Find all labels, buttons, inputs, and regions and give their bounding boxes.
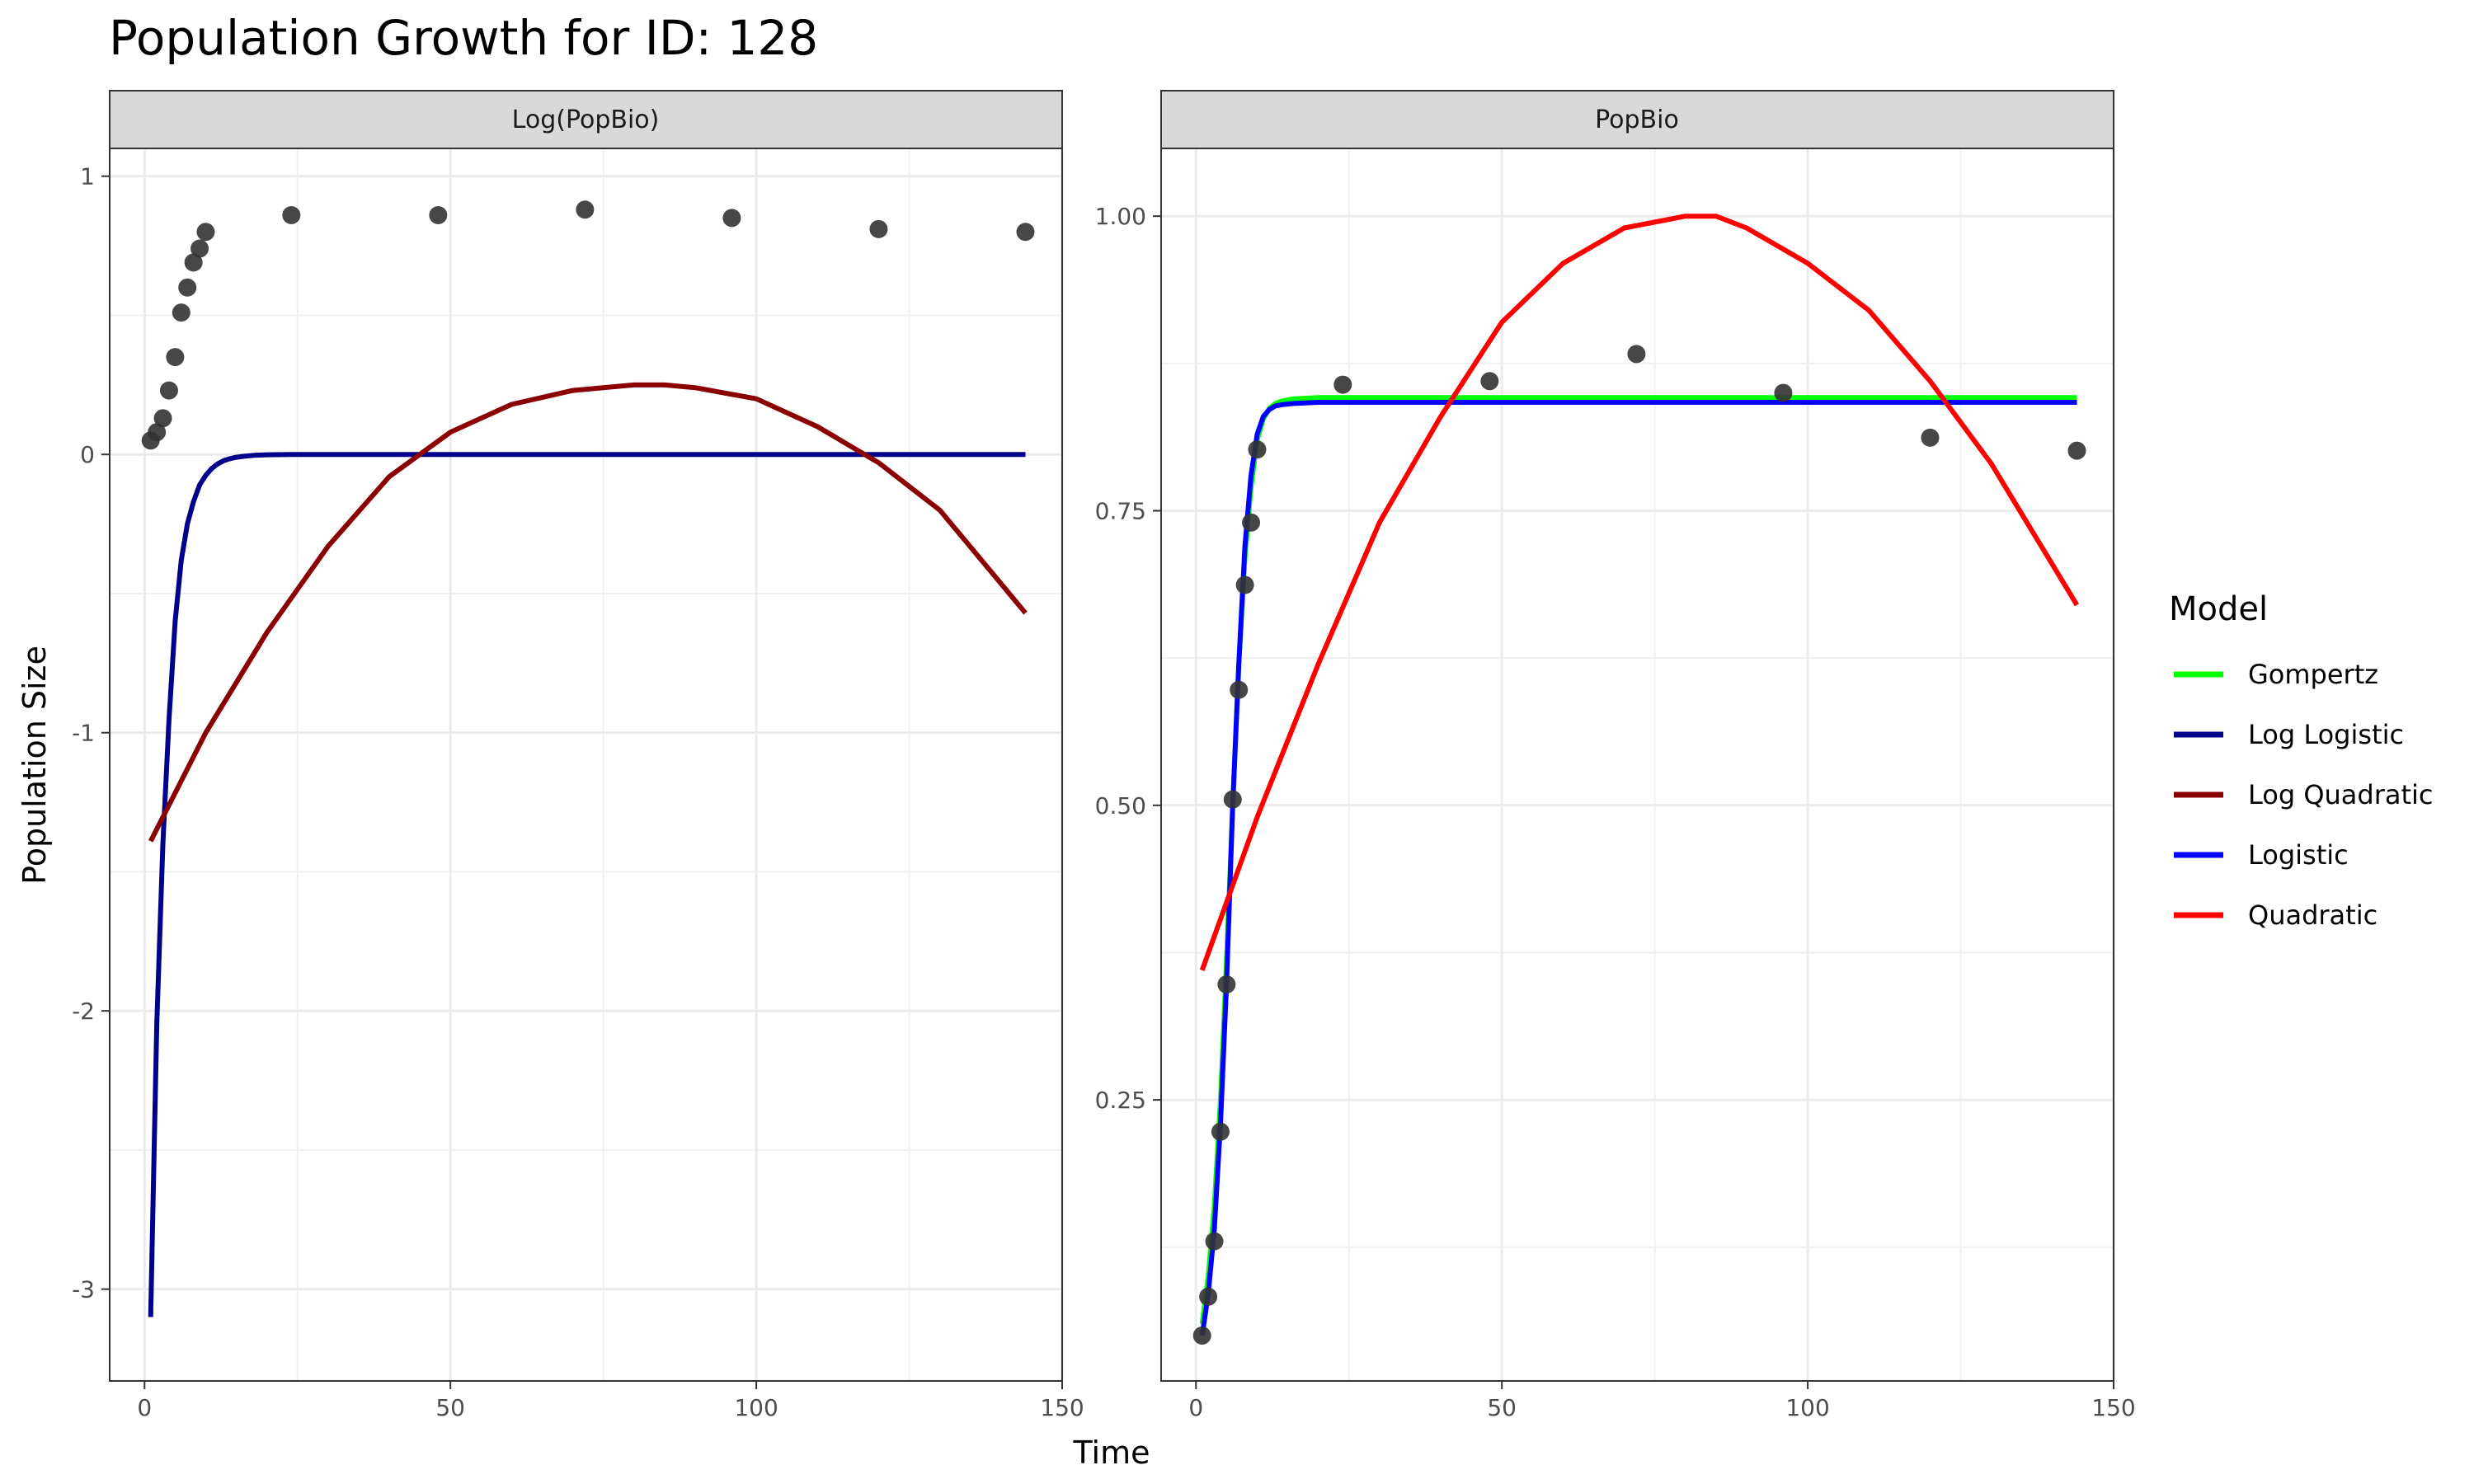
y-tick-label: -2: [72, 998, 95, 1025]
x-tick-label: 150: [2091, 1394, 2135, 1421]
legend-label-logistic: Logistic: [2248, 839, 2349, 871]
data-point: [1016, 223, 1035, 242]
data-point: [429, 205, 448, 224]
x-tick-label: 50: [435, 1394, 465, 1421]
x-tick-label: 100: [734, 1394, 778, 1421]
x-tick-label: 0: [137, 1394, 152, 1421]
strip-label-log-popbio: Log(PopBio): [512, 106, 660, 134]
strip-log-popbio: [109, 90, 1063, 149]
data-point: [184, 253, 203, 272]
strip-popbio: [1160, 90, 2114, 149]
grid-popbio: [1161, 148, 2115, 1381]
data-point: [1480, 372, 1499, 391]
x-tick-label: 50: [1487, 1394, 1517, 1421]
y-tick-label: -3: [72, 1276, 95, 1303]
panel-border-log-popbio: [109, 148, 1063, 1382]
data-point: [1230, 680, 1249, 699]
panel-log-popbio: Log(PopBio) 0 50 100 150 -3 -2 -1 0 1: [72, 90, 1084, 1421]
x-axis-title: Time: [1073, 1435, 1150, 1471]
legend-label-gompertz: Gompertz: [2248, 659, 2378, 690]
series-line-quadratic: [1199, 214, 2080, 971]
y-tick-label: 1: [80, 163, 95, 190]
y-axis-log-popbio: -3 -2 -1 0 1: [72, 163, 110, 1303]
data-point: [1192, 1326, 1211, 1345]
data-point: [1627, 345, 1646, 364]
data-point: [153, 409, 172, 428]
model-lines-popbio: [1199, 214, 2080, 1336]
legend: Model Gompertz Log Logistic Log Quadratic L…: [2169, 590, 2434, 931]
legend-title: Model: [2169, 590, 2268, 628]
y-tick-label: 0.75: [1095, 497, 1146, 524]
data-point: [1217, 975, 1236, 994]
chart-title: Population Growth for ID: 128: [109, 10, 818, 66]
data-point: [282, 205, 301, 224]
legend-label-log-quadratic: Log Quadratic: [2248, 779, 2434, 810]
data-point: [1205, 1232, 1224, 1251]
data-point: [1248, 440, 1267, 459]
y-tick-label: 0.25: [1095, 1087, 1146, 1114]
y-axis-title: Population Size: [16, 646, 53, 885]
series-line-log-logistic: [148, 452, 1026, 1317]
x-tick-label: 0: [1188, 1394, 1203, 1421]
data-point: [722, 209, 741, 228]
x-axis-log-popbio: 0 50 100 150: [137, 1381, 1084, 1421]
y-tick-label: 0.50: [1095, 792, 1146, 819]
y-axis-popbio: 0.25 0.50 0.75 1.00: [1095, 203, 1161, 1114]
data-point: [159, 381, 178, 400]
panel-popbio: PopBio 0 50 100 150 0.25 0.50 0.75 1.00: [1095, 90, 2136, 1421]
x-axis-popbio: 0 50 100 150: [1188, 1381, 2136, 1421]
data-point: [2067, 441, 2086, 460]
y-tick-label: 0: [80, 441, 95, 468]
series-line-gompertz: [1199, 395, 2077, 1325]
data-point: [1774, 383, 1793, 402]
data-points-log-popbio: [141, 200, 1035, 450]
data-point: [172, 303, 190, 322]
legend-label-log-logistic: Log Logistic: [2248, 719, 2404, 750]
panel-border-popbio: [1160, 148, 2114, 1382]
data-point: [148, 423, 167, 442]
data-point: [1199, 1287, 1218, 1306]
legend-items: Gompertz Log Logistic Log Quadratic Logisti…: [2174, 659, 2434, 931]
series-line-logistic: [1199, 400, 2077, 1336]
legend-label-quadratic: Quadratic: [2248, 899, 2378, 931]
data-point: [190, 239, 209, 258]
y-tick-label: -1: [72, 720, 95, 747]
data-point: [869, 219, 888, 238]
data-point: [1211, 1122, 1230, 1141]
strip-label-popbio: PopBio: [1595, 106, 1679, 134]
data-point: [166, 348, 185, 367]
grid-log-popbio: [110, 148, 1064, 1381]
data-points-popbio: [1192, 345, 2086, 1345]
data-point: [196, 223, 215, 242]
data-point: [1235, 575, 1254, 594]
data-point: [1921, 428, 1940, 447]
data-point: [1333, 375, 1352, 394]
data-point: [178, 278, 197, 297]
y-tick-label: 1.00: [1095, 203, 1146, 230]
data-point: [1223, 790, 1242, 809]
data-point: [1242, 513, 1261, 532]
series-line-log-quadratic: [148, 382, 1028, 843]
model-lines-log-popbio: [148, 382, 1028, 1317]
x-tick-label: 150: [1040, 1394, 1084, 1421]
data-point: [576, 200, 595, 219]
x-tick-label: 100: [1785, 1394, 1829, 1421]
